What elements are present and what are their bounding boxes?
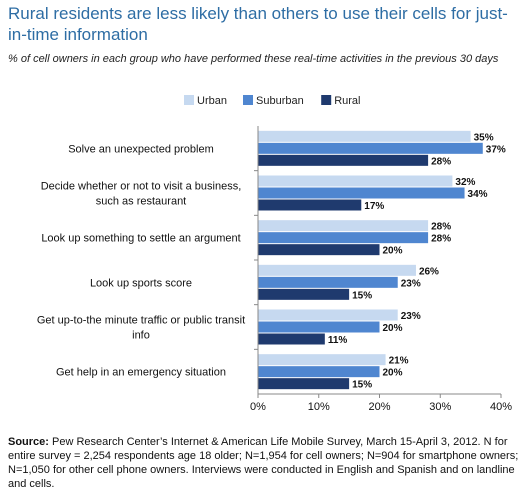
category-label-5-0: Get help in an emergency situation <box>56 367 226 379</box>
x-tick-label-3: 30% <box>429 401 451 413</box>
bar-rural-1 <box>258 199 362 211</box>
bar-urban-5 <box>258 354 386 366</box>
data-label-rural-2: 20% <box>383 246 403 257</box>
bar-rural-4 <box>258 333 325 345</box>
bar-suburban-1 <box>258 187 465 199</box>
data-label-urban-1: 32% <box>455 177 475 188</box>
chart-subtitle: % of cell owners in each group who have … <box>8 53 499 65</box>
category-label-3-0: Look up sports score <box>90 277 192 289</box>
data-label-rural-3: 15% <box>352 290 372 301</box>
bar-suburban-0 <box>258 142 483 154</box>
category-label-2-0: Look up something to settle an argument <box>41 233 240 245</box>
data-label-suburban-5: 20% <box>383 368 403 379</box>
source-label: Source: <box>8 436 49 448</box>
legend-swatch-suburban <box>243 95 253 105</box>
bar-rural-2 <box>258 244 380 256</box>
data-label-suburban-1: 34% <box>468 189 488 200</box>
data-label-urban-2: 28% <box>431 222 451 233</box>
data-label-urban-3: 26% <box>419 266 439 277</box>
data-label-urban-4: 23% <box>401 311 421 322</box>
category-label-0-0: Solve an unexpected problem <box>68 143 214 155</box>
bar-urban-2 <box>258 220 429 232</box>
bar-urban-4 <box>258 309 398 321</box>
legend-swatch-urban <box>184 95 194 105</box>
bar-suburban-4 <box>258 321 380 333</box>
bar-rural-3 <box>258 288 350 300</box>
legend-label-suburban: Suburban <box>256 95 304 107</box>
data-label-suburban-0: 37% <box>486 144 506 155</box>
data-label-rural-5: 15% <box>352 380 372 391</box>
bar-urban-3 <box>258 264 416 276</box>
source-text: Pew Research Center’s Internet & America… <box>8 436 519 490</box>
bar-suburban-2 <box>258 232 429 244</box>
data-label-urban-5: 21% <box>389 356 409 367</box>
data-label-suburban-2: 28% <box>431 234 451 245</box>
legend-label-rural: Rural <box>334 95 360 107</box>
source-note: Source: Pew Research Center’s Internet &… <box>8 435 520 491</box>
chart-title: Rural residents are less likely than oth… <box>8 4 508 44</box>
x-tick-label-1: 10% <box>308 401 330 413</box>
bar-urban-1 <box>258 175 453 187</box>
x-tick-label-4: 40% <box>490 401 512 413</box>
bar-urban-0 <box>258 130 471 142</box>
x-tick-label-0: 0% <box>250 401 266 413</box>
bar-suburban-3 <box>258 276 398 288</box>
category-label-1-1: such as restaurant <box>96 196 187 208</box>
data-label-urban-0: 35% <box>474 132 494 143</box>
data-label-suburban-4: 20% <box>383 323 403 334</box>
bar-rural-0 <box>258 154 429 166</box>
data-label-suburban-3: 23% <box>401 278 421 289</box>
category-label-4-1: info <box>132 330 150 342</box>
bar-rural-5 <box>258 378 350 390</box>
bar-chart: Urban Suburban Rural 35%37% 28% Solve an unex… <box>37 95 512 413</box>
x-tick-label-2: 20% <box>368 401 390 413</box>
data-label-rural-0: 28% <box>431 156 451 167</box>
bar-suburban-5 <box>258 366 380 378</box>
category-label-4-0: Get up-to-the minute traffic or public t… <box>37 315 245 327</box>
category-label-1-0: Decide whether or not to visit a busines… <box>41 181 242 193</box>
data-label-rural-4: 11% <box>328 335 348 346</box>
data-label-rural-1: 17% <box>364 201 384 212</box>
legend-label-urban: Urban <box>197 95 227 107</box>
legend-swatch-rural <box>321 95 332 105</box>
